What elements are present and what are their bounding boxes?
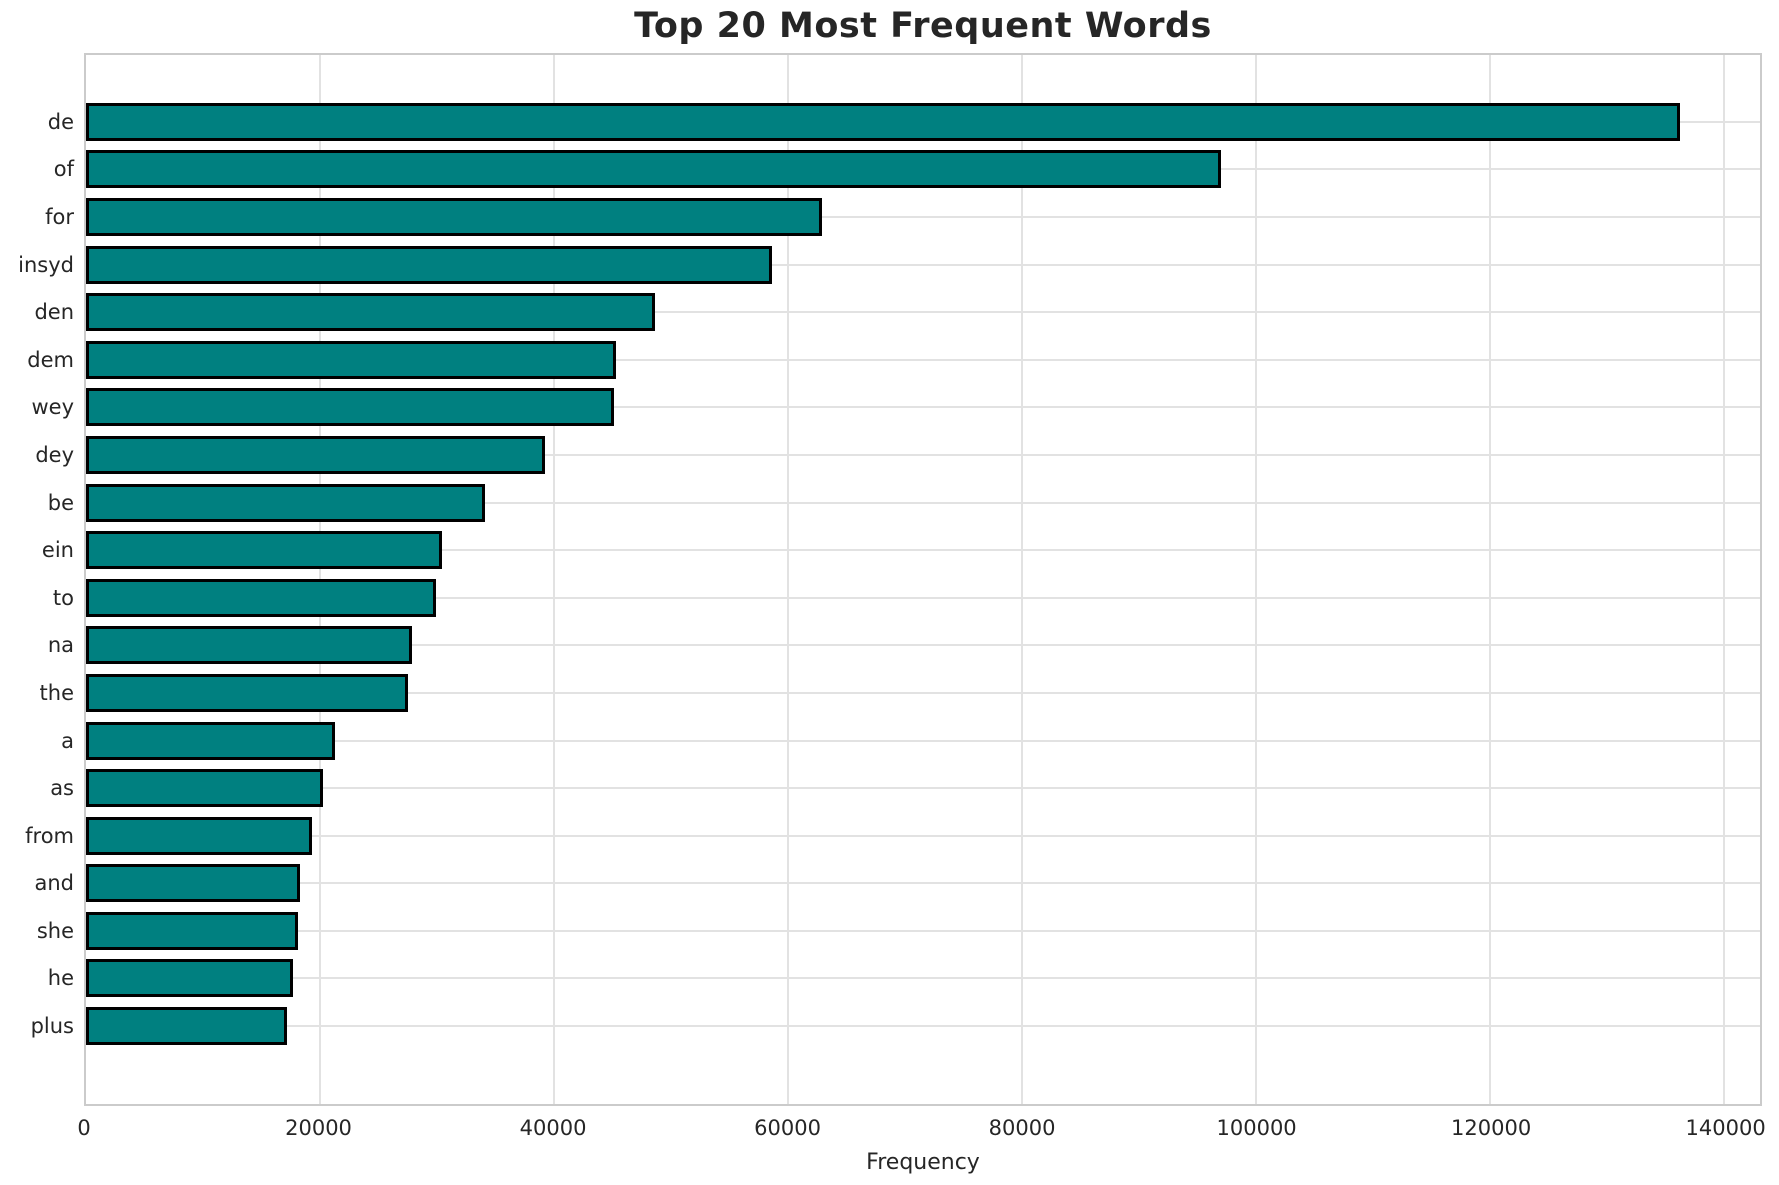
bar bbox=[86, 626, 413, 665]
horizontal-gridline bbox=[86, 501, 1760, 504]
bar bbox=[86, 245, 772, 284]
x-axis-tick-label: 120000 bbox=[1451, 1116, 1532, 1140]
horizontal-gridline bbox=[86, 549, 1760, 552]
bar-row: to bbox=[53, 574, 1760, 622]
horizontal-gridline bbox=[86, 739, 1760, 742]
bar bbox=[86, 959, 294, 998]
y-axis-label: wey bbox=[31, 395, 74, 420]
y-axis-label: ein bbox=[41, 538, 74, 563]
horizontal-gridline bbox=[86, 596, 1760, 599]
bar-row: ein bbox=[42, 526, 1760, 574]
y-axis-label: a bbox=[61, 728, 74, 753]
bar-row: be bbox=[48, 479, 1760, 527]
horizontal-gridline bbox=[86, 215, 1760, 218]
y-axis-label: and bbox=[34, 871, 74, 896]
bar-row: dem bbox=[27, 336, 1760, 384]
horizontal-gridline bbox=[86, 453, 1760, 456]
x-axis-tick-label: 80000 bbox=[988, 1116, 1056, 1140]
x-axis-tick-label: 20000 bbox=[285, 1116, 352, 1140]
bar-rows: de of for insyd den dem wey dey be ein to na the a as f… bbox=[18, 55, 1760, 1104]
y-axis-label: dem bbox=[27, 347, 74, 372]
vertical-gridline bbox=[1020, 55, 1023, 1104]
y-axis-label: from bbox=[25, 823, 74, 848]
bar bbox=[86, 293, 655, 332]
bar-row: plus bbox=[31, 1002, 1760, 1050]
horizontal-gridline bbox=[86, 644, 1760, 647]
y-axis-label: to bbox=[52, 585, 74, 610]
x-axis-tick-label: 140000 bbox=[1685, 1116, 1766, 1140]
bar-row: de bbox=[48, 98, 1760, 146]
x-axis-tick-label: 100000 bbox=[1216, 1116, 1297, 1140]
y-axis-label: na bbox=[47, 633, 74, 658]
horizontal-gridline bbox=[86, 263, 1760, 266]
bar-row: the bbox=[40, 669, 1760, 717]
horizontal-gridline bbox=[86, 311, 1760, 314]
x-axis-tick-label: 40000 bbox=[519, 1116, 587, 1140]
y-axis-label: insyd bbox=[18, 252, 74, 277]
vertical-gridline bbox=[552, 55, 555, 1104]
horizontal-gridline bbox=[86, 882, 1760, 885]
horizontal-gridline bbox=[86, 691, 1760, 694]
y-axis-label: of bbox=[53, 157, 74, 182]
vertical-gridline bbox=[786, 55, 789, 1104]
bar-row: na bbox=[48, 622, 1760, 670]
vertical-gridline bbox=[1254, 55, 1257, 1104]
y-axis-label: de bbox=[47, 109, 74, 134]
y-axis-label: the bbox=[39, 680, 74, 705]
horizontal-gridline bbox=[86, 834, 1760, 837]
horizontal-gridline bbox=[86, 1025, 1760, 1028]
bar bbox=[86, 340, 616, 379]
bar-row: of bbox=[54, 146, 1760, 194]
bar bbox=[86, 102, 1681, 141]
plot-area: de of for insyd den dem wey dey be ein to na the a as f… bbox=[18, 53, 1762, 1106]
bar bbox=[86, 673, 408, 712]
bar-row: as bbox=[50, 764, 1760, 812]
bar bbox=[86, 864, 301, 903]
horizontal-gridline bbox=[86, 358, 1760, 361]
bar bbox=[86, 483, 485, 522]
horizontal-gridline bbox=[86, 977, 1760, 980]
y-axis-label: as bbox=[50, 776, 74, 801]
bar-row: a bbox=[61, 717, 1760, 765]
y-axis-label: dey bbox=[35, 442, 74, 467]
y-axis-label: she bbox=[36, 918, 74, 943]
bar-row: for bbox=[45, 193, 1760, 241]
vertical-gridline bbox=[1488, 55, 1491, 1104]
bar bbox=[86, 578, 436, 617]
chart-title: Top 20 Most Frequent Words bbox=[634, 6, 1212, 46]
bar-row: she bbox=[37, 907, 1760, 955]
bar bbox=[86, 531, 442, 570]
vertical-gridline bbox=[1722, 55, 1725, 1104]
x-axis-tick-label: 0 bbox=[77, 1116, 91, 1140]
bar-row: from bbox=[25, 812, 1760, 860]
y-axis-label: be bbox=[47, 490, 74, 515]
bar bbox=[86, 197, 822, 236]
bar bbox=[86, 816, 312, 855]
bar-row: insyd bbox=[18, 241, 1760, 289]
y-axis-label: for bbox=[45, 204, 74, 229]
y-axis-label: den bbox=[34, 300, 74, 325]
horizontal-gridline bbox=[86, 929, 1760, 932]
bar bbox=[86, 769, 324, 808]
bar bbox=[86, 1007, 288, 1046]
bar bbox=[86, 721, 336, 760]
bar bbox=[86, 388, 614, 427]
bar-row: den bbox=[34, 288, 1760, 336]
x-axis-tick-label: 60000 bbox=[754, 1116, 821, 1140]
bar-row: he bbox=[48, 955, 1760, 1003]
y-axis-label: he bbox=[47, 966, 74, 991]
y-axis-label: plus bbox=[30, 1014, 74, 1039]
bar-row: dey bbox=[35, 431, 1760, 479]
bar-row: and bbox=[34, 860, 1760, 908]
x-axis-title: Frequency bbox=[866, 1150, 980, 1175]
bar bbox=[86, 435, 545, 474]
x-axis-tick-labels: 0 20000 40000 60000 80000 100000 120000 140000 bbox=[77, 1116, 1765, 1146]
bar bbox=[86, 150, 1221, 189]
bar-row: wey bbox=[31, 384, 1760, 432]
bar bbox=[86, 911, 298, 950]
horizontal-gridline bbox=[86, 787, 1760, 790]
horizontal-gridline bbox=[86, 406, 1760, 409]
